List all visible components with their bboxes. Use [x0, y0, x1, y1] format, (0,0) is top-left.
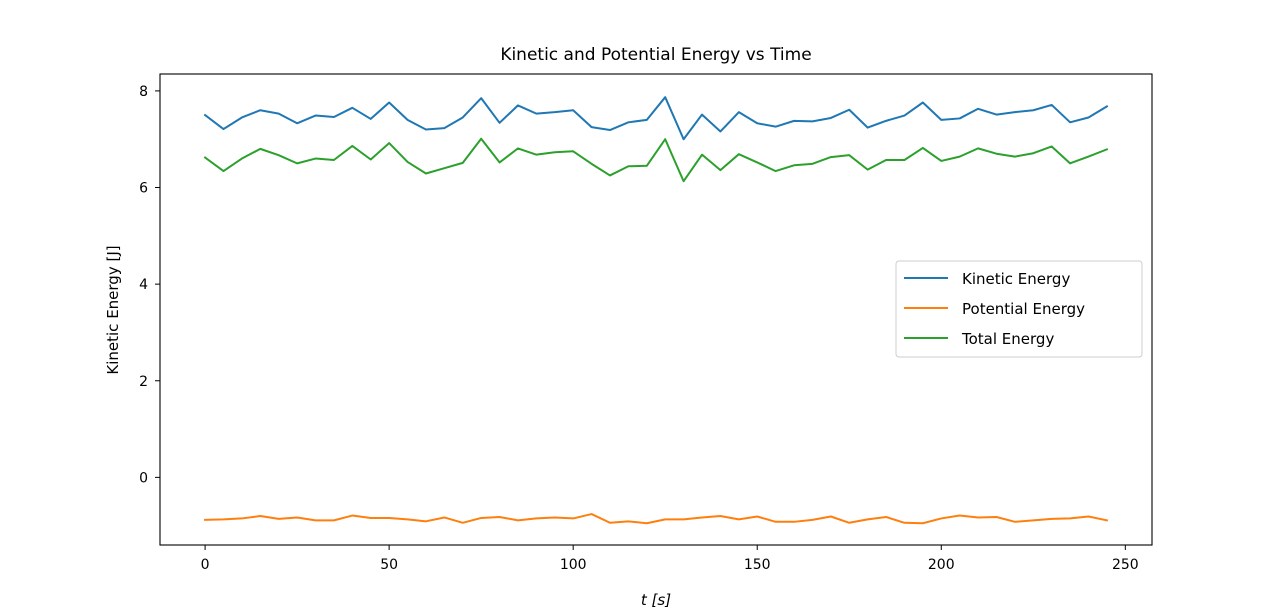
y-axis-label: Kinetic Energy [J]	[104, 245, 122, 374]
legend-label-3: Total Energy	[961, 330, 1054, 348]
y-tick-label: 8	[139, 84, 148, 100]
legend-label-2: Potential Energy	[962, 300, 1085, 318]
chart-title: Kinetic and Potential Energy vs Time	[500, 45, 811, 65]
series-line-2	[204, 513, 1109, 525]
x-tick-label: 100	[560, 557, 587, 573]
y-tick-label: 0	[139, 470, 148, 486]
series-line-1	[203, 96, 1109, 141]
x-tick-label: 0	[201, 557, 210, 573]
y-tick-label: 4	[139, 277, 148, 293]
x-axis-label: t [s]	[641, 591, 671, 609]
x-tick-label: 50	[380, 557, 398, 573]
plot-area	[159, 73, 1153, 546]
legend-box	[895, 260, 1143, 358]
x-tick-label: 250	[1112, 557, 1139, 573]
y-tick-label: 6	[139, 181, 148, 197]
y-axis: 0 2 4 6 8	[139, 84, 160, 486]
x-tick-label: 200	[928, 557, 955, 573]
x-axis: 0 50 100 150 200 250	[201, 545, 1139, 573]
series-group	[203, 96, 1109, 525]
legend-label-1: Kinetic Energy	[962, 270, 1070, 288]
y-tick-label: 2	[139, 374, 148, 390]
legend: Kinetic Energy Potential Energy Total Ener…	[895, 260, 1143, 358]
series-line-3	[203, 137, 1109, 183]
axes-frame	[159, 73, 1153, 546]
x-tick-label: 150	[744, 557, 771, 573]
